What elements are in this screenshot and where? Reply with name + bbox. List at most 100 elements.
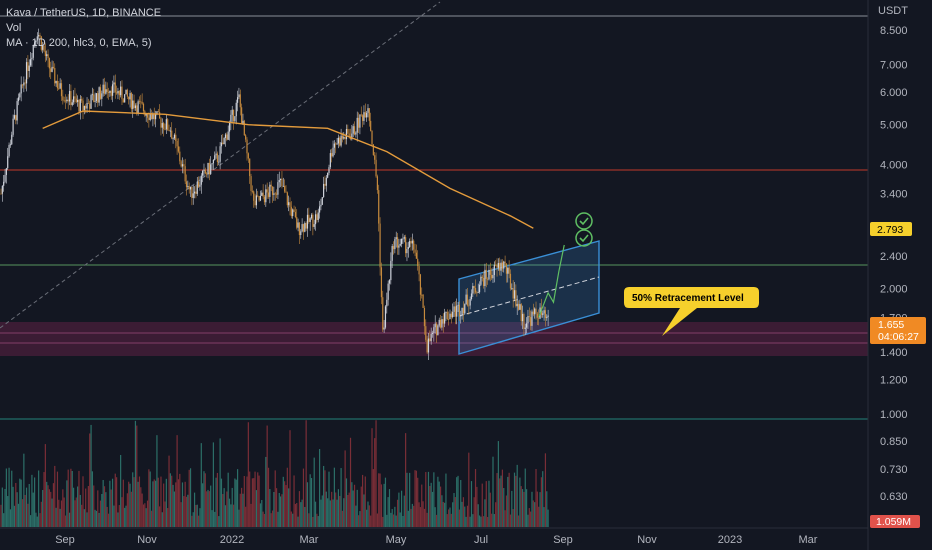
volume-bar bbox=[130, 491, 132, 527]
volume-bar bbox=[449, 507, 451, 527]
symbol-title[interactable]: Kava / TetherUS, 1D, BINANCE bbox=[6, 7, 162, 19]
candle-body bbox=[4, 174, 6, 182]
candle-body bbox=[444, 312, 446, 324]
candle-body bbox=[297, 222, 299, 228]
volume-bar bbox=[289, 430, 291, 527]
candle-body bbox=[207, 162, 209, 175]
volume-bar bbox=[269, 489, 271, 527]
candle-body bbox=[50, 68, 52, 72]
candle-body bbox=[12, 118, 14, 135]
candle-body bbox=[3, 181, 5, 186]
volume-bar bbox=[363, 494, 365, 527]
candle-body bbox=[469, 299, 471, 306]
candle-body bbox=[242, 120, 244, 125]
volume-bar bbox=[450, 513, 452, 527]
volume-bar bbox=[46, 481, 48, 527]
volume-bar bbox=[64, 515, 67, 527]
volume-bar bbox=[374, 438, 376, 527]
candle-body bbox=[39, 35, 41, 37]
volume-bar bbox=[294, 504, 296, 527]
candle-body bbox=[523, 313, 525, 329]
volume-badge: 1.059M bbox=[870, 515, 920, 528]
candle-body bbox=[270, 184, 272, 187]
candle-body bbox=[302, 224, 305, 232]
volume-bar bbox=[301, 499, 303, 527]
candle-body bbox=[13, 115, 16, 119]
volume-bar bbox=[378, 473, 380, 527]
y-tick-label: 3.400 bbox=[880, 189, 908, 201]
volume-bar bbox=[430, 482, 432, 527]
candle-body bbox=[184, 166, 186, 182]
volume-bar bbox=[343, 498, 345, 527]
volume-bar bbox=[161, 512, 163, 527]
candle-body bbox=[11, 134, 13, 145]
candle-body bbox=[17, 97, 20, 102]
candle-body bbox=[284, 185, 286, 192]
volume-bar bbox=[327, 498, 329, 527]
candle-body bbox=[208, 162, 210, 175]
volume-bar bbox=[445, 473, 447, 527]
volume-bar bbox=[236, 469, 239, 527]
volume-bar bbox=[257, 472, 259, 527]
volume-bar bbox=[495, 502, 497, 527]
ma-legend[interactable]: MA · 1D 200, hlc3, 0, EMA, 5) bbox=[6, 37, 152, 49]
candle-body bbox=[222, 142, 224, 145]
volume-bar bbox=[535, 468, 537, 527]
volume-bar bbox=[266, 425, 268, 527]
candle-body bbox=[265, 189, 267, 203]
volume-bar bbox=[253, 478, 255, 527]
volume-bar bbox=[382, 516, 384, 527]
candle-body bbox=[320, 204, 322, 207]
volume-bar bbox=[168, 455, 170, 527]
volume-bar bbox=[273, 492, 275, 527]
candle-body bbox=[352, 126, 354, 134]
volume-bar bbox=[298, 491, 301, 527]
candle-body bbox=[253, 191, 255, 201]
candle-body bbox=[68, 90, 71, 102]
volume-bar bbox=[487, 516, 489, 527]
x-tick-label: Jul bbox=[474, 534, 488, 546]
candle-body bbox=[243, 120, 245, 136]
candle-body bbox=[250, 176, 252, 191]
volume-bar bbox=[472, 514, 474, 527]
volume-bar bbox=[456, 477, 458, 527]
volume-bar bbox=[203, 471, 205, 527]
volume-bar bbox=[105, 492, 107, 527]
candle-body bbox=[165, 119, 167, 130]
candle-body bbox=[383, 327, 385, 330]
candle-body bbox=[288, 202, 290, 206]
volume-bar bbox=[142, 504, 145, 527]
volume-legend[interactable]: Vol bbox=[6, 22, 22, 34]
retracement-callout[interactable]: 50% Retracement Level bbox=[624, 287, 759, 336]
y-tick-label: 2.400 bbox=[880, 251, 908, 263]
candle-body bbox=[235, 102, 237, 117]
candle-body bbox=[314, 214, 317, 225]
volume-bar bbox=[400, 490, 403, 527]
candle-body bbox=[79, 99, 81, 112]
volume-bar bbox=[530, 511, 532, 527]
candle-body bbox=[198, 181, 200, 187]
time-axis[interactable]: Sep Nov 2022 Mar May Jul Sep Nov 2023 Mar bbox=[0, 527, 868, 546]
volume-bar bbox=[189, 468, 192, 527]
volume-bar bbox=[36, 516, 38, 527]
price-axis[interactable]: USDT 8.500 7.000 6.000 5.000 4.000 3.400 2.400… bbox=[867, 0, 908, 550]
volume-bar bbox=[21, 499, 24, 527]
candle-body bbox=[70, 90, 72, 105]
volume-bar bbox=[375, 420, 377, 527]
candle-body bbox=[167, 119, 169, 130]
candle-body bbox=[337, 137, 340, 144]
volume-bar bbox=[218, 516, 220, 527]
volume-bar bbox=[476, 486, 478, 527]
volume-bar bbox=[173, 491, 176, 527]
volume-bar bbox=[126, 493, 128, 527]
y-tick-label: 5.000 bbox=[880, 120, 908, 132]
volume-tick-label: 0.730 bbox=[880, 464, 908, 476]
candle-body bbox=[60, 83, 63, 97]
candle-body bbox=[20, 84, 22, 94]
candle-body bbox=[341, 135, 344, 139]
volume-bar bbox=[435, 514, 438, 527]
candle-body bbox=[473, 286, 475, 288]
volume-tick-label: 0.850 bbox=[880, 436, 908, 448]
candle-body bbox=[280, 178, 282, 181]
